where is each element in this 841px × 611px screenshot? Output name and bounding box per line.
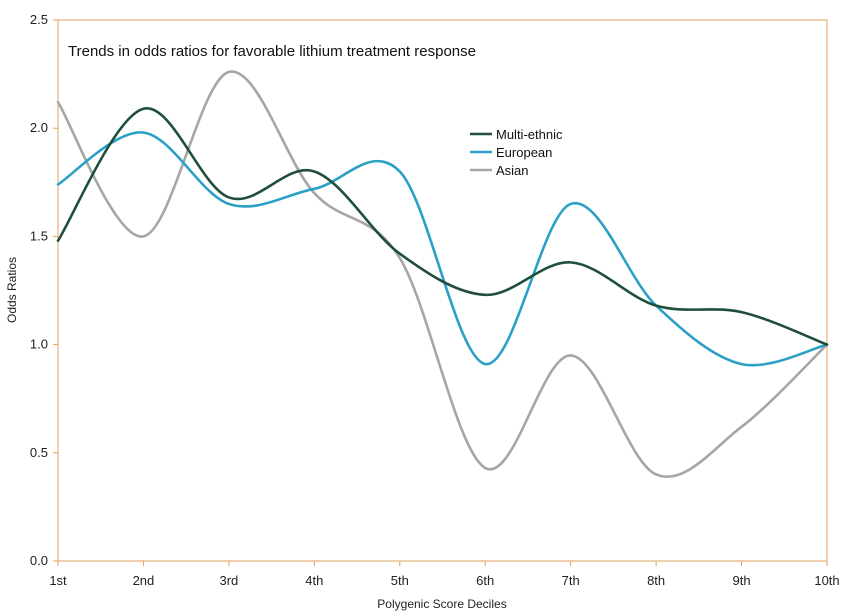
- x-tick-label: 9th: [733, 573, 751, 588]
- y-axis-title: Odds Ratios: [5, 257, 19, 323]
- x-tick-label: 3rd: [219, 573, 238, 588]
- x-tick-label: 1st: [49, 573, 67, 588]
- series-line-multi-ethnic: [56, 107, 829, 346]
- x-tick-label: 2nd: [133, 573, 155, 588]
- y-tick-label: 2.5: [30, 12, 48, 27]
- x-tick-label: 10th: [814, 573, 839, 588]
- y-tick-label: 1.0: [30, 337, 48, 352]
- legend-label-european: European: [496, 145, 552, 160]
- x-tick-label: 7th: [562, 573, 580, 588]
- x-tick-label: 8th: [647, 573, 665, 588]
- x-axis-title: Polygenic Score Deciles: [377, 597, 506, 611]
- y-axis: 0.0 0.5 1.0 1.5 2.0 2.5: [30, 12, 59, 568]
- y-tick-label: 2.0: [30, 120, 48, 135]
- series-lines: [56, 70, 829, 478]
- x-axis: 1st 2nd 3rd 4th 5th 6th 7th 8th 9th 10th: [49, 560, 840, 588]
- x-tick-label: 5th: [391, 573, 409, 588]
- y-tick-label: 0.5: [30, 445, 48, 460]
- y-tick-label: 0.0: [30, 553, 48, 568]
- plot-frame: [57, 19, 828, 562]
- x-tick-label: 6th: [476, 573, 494, 588]
- legend: Multi-ethnic European Asian: [470, 127, 563, 178]
- legend-label-multi-ethnic: Multi-ethnic: [496, 127, 563, 142]
- series-line-asian: [56, 70, 829, 478]
- chart-title: Trends in odds ratios for favorable lith…: [68, 43, 476, 60]
- legend-label-asian: Asian: [496, 163, 529, 178]
- x-tick-label: 4th: [305, 573, 323, 588]
- y-tick-label: 1.5: [30, 228, 48, 243]
- series-line-european: [56, 131, 829, 367]
